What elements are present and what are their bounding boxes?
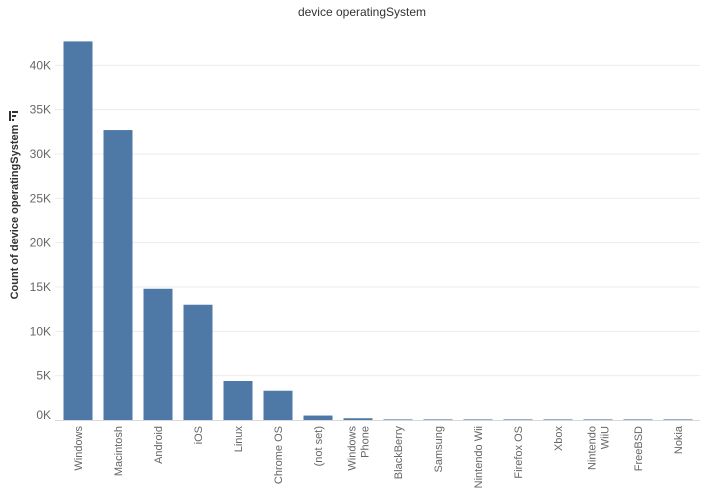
- chart-title: device operatingSystem: [297, 5, 427, 19]
- x-tick-label: Nokia: [673, 425, 685, 454]
- y-tick-label: 30K: [30, 147, 51, 161]
- bar[interactable]: [583, 419, 613, 420]
- x-tick-label: BlackBerry: [393, 426, 405, 480]
- bar[interactable]: [343, 418, 373, 420]
- x-tick-label: Windows: [347, 426, 359, 471]
- bar[interactable]: [543, 419, 573, 420]
- y-tick-label: 5K: [36, 369, 51, 383]
- x-tick-label: Linux: [233, 426, 245, 453]
- y-tick-label: 40K: [30, 58, 51, 72]
- x-tick-label: Nintendo Wii: [473, 426, 485, 488]
- x-tick-label: Firefox OS: [513, 426, 525, 479]
- bar[interactable]: [63, 41, 93, 420]
- x-tick-label: Nintendo: [587, 426, 599, 470]
- x-tick-label: iOS: [193, 426, 205, 444]
- x-tick-label: WiiU: [600, 426, 612, 449]
- bar[interactable]: [303, 415, 333, 420]
- y-tick-label: 15K: [30, 280, 51, 294]
- x-tick-label: Android: [153, 426, 165, 464]
- bar[interactable]: [663, 419, 693, 420]
- y-tick-label: 25K: [30, 191, 51, 205]
- bar[interactable]: [103, 130, 133, 420]
- bar[interactable]: [383, 419, 413, 420]
- bar[interactable]: [223, 380, 253, 420]
- x-tick-label: Xbox: [553, 426, 565, 452]
- bar[interactable]: [463, 419, 493, 420]
- x-tick-label: (not set): [313, 426, 325, 466]
- x-tick-label: Macintosh: [113, 426, 125, 476]
- x-tick-label: FreeBSD: [633, 426, 645, 471]
- x-tick-label: Chrome OS: [273, 426, 285, 484]
- y-tick-label: 35K: [30, 103, 51, 117]
- y-tick-label: 20K: [30, 236, 51, 250]
- y-tick-label: 10K: [30, 324, 51, 338]
- bar[interactable]: [263, 390, 293, 420]
- x-tick-label: Windows: [73, 426, 85, 471]
- bar[interactable]: [503, 419, 533, 420]
- bar[interactable]: [623, 419, 653, 420]
- x-tick-label: Samsung: [433, 426, 445, 472]
- bar[interactable]: [423, 419, 453, 420]
- bar[interactable]: [183, 304, 213, 420]
- y-tick-label: 0K: [36, 408, 51, 422]
- sort-descending-icon[interactable]: [8, 110, 20, 122]
- x-tick-label: Phone: [360, 426, 372, 458]
- bar[interactable]: [143, 288, 173, 420]
